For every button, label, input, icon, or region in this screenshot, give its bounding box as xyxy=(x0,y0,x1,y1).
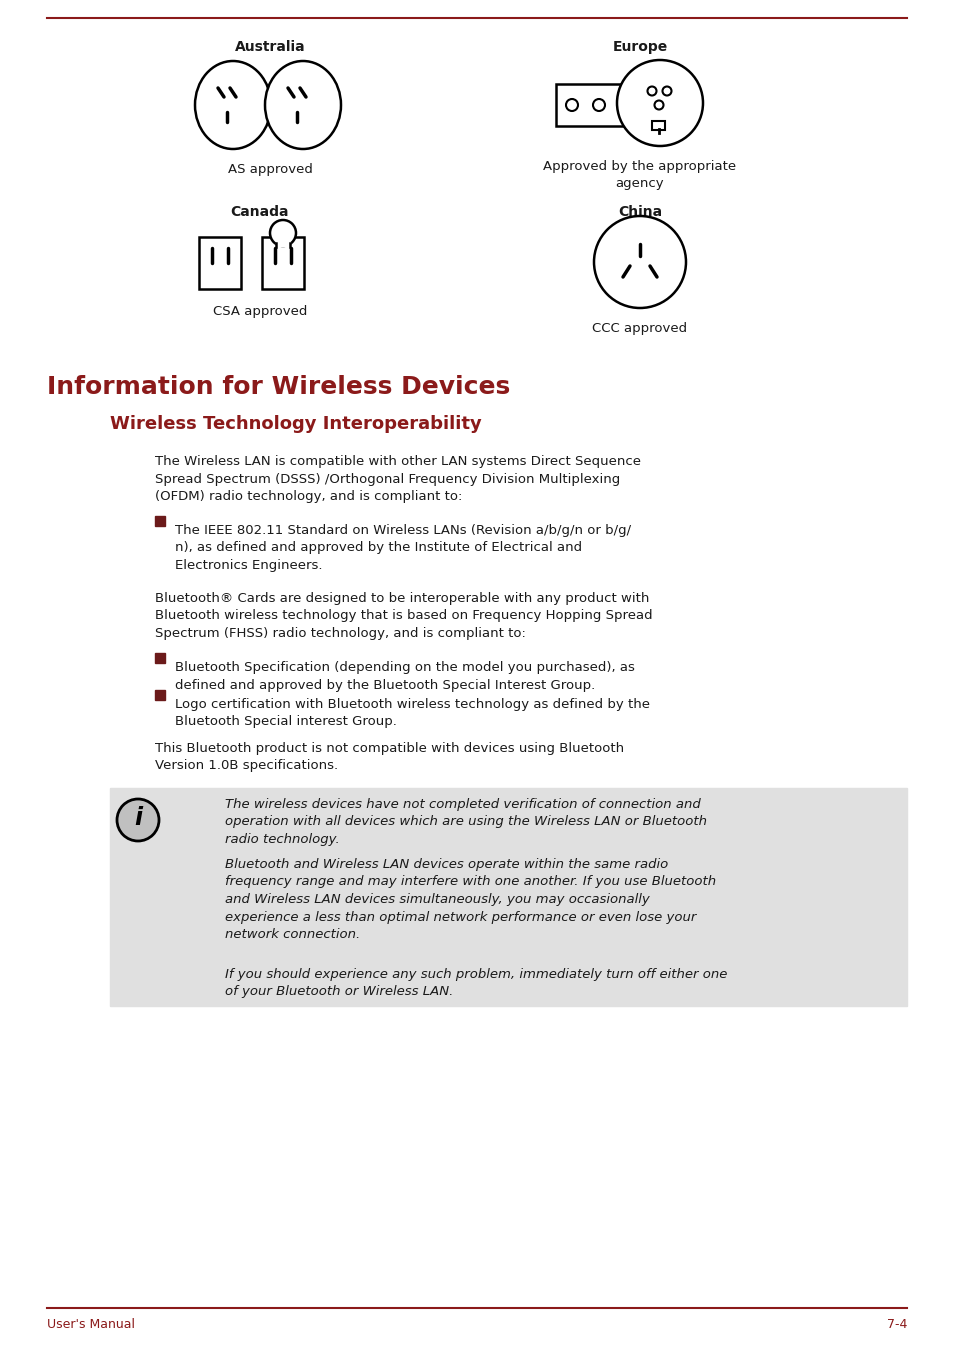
Text: Logo certification with Bluetooth wireless technology as defined by the
Bluetoot: Logo certification with Bluetooth wirele… xyxy=(174,698,649,729)
Text: Approved by the appropriate
agency: Approved by the appropriate agency xyxy=(543,160,736,190)
Text: China: China xyxy=(618,204,661,219)
Text: Australia: Australia xyxy=(234,40,305,54)
Bar xyxy=(110,788,906,1006)
Ellipse shape xyxy=(117,799,159,841)
Text: The Wireless LAN is compatible with other LAN systems Direct Sequence
Spread Spe: The Wireless LAN is compatible with othe… xyxy=(154,455,640,503)
Text: i: i xyxy=(133,806,142,830)
Ellipse shape xyxy=(594,217,685,308)
Ellipse shape xyxy=(270,221,295,246)
Text: The wireless devices have not completed verification of connection and
operation: The wireless devices have not completed … xyxy=(225,798,706,846)
Ellipse shape xyxy=(647,86,656,95)
Bar xyxy=(556,83,623,126)
Bar xyxy=(154,516,165,526)
Text: User's Manual: User's Manual xyxy=(47,1318,135,1332)
Ellipse shape xyxy=(265,61,340,149)
Ellipse shape xyxy=(565,100,578,112)
Ellipse shape xyxy=(654,101,662,109)
Bar xyxy=(652,121,665,129)
Text: Canada: Canada xyxy=(231,204,289,219)
Text: Wireless Technology Interoperability: Wireless Technology Interoperability xyxy=(110,416,481,433)
Text: Bluetooth Specification (depending on the model you purchased), as
defined and a: Bluetooth Specification (depending on th… xyxy=(174,660,634,691)
Ellipse shape xyxy=(194,61,271,149)
Bar xyxy=(154,654,165,663)
Text: 7-4: 7-4 xyxy=(885,1318,906,1332)
Text: CCC approved: CCC approved xyxy=(592,321,687,335)
Text: AS approved: AS approved xyxy=(228,163,313,176)
Polygon shape xyxy=(275,242,290,246)
Text: The IEEE 802.11 Standard on Wireless LANs (Revision a/b/g/n or b/g/
n), as defin: The IEEE 802.11 Standard on Wireless LAN… xyxy=(174,525,631,572)
Text: Information for Wireless Devices: Information for Wireless Devices xyxy=(47,375,510,399)
Text: Europe: Europe xyxy=(612,40,667,54)
Ellipse shape xyxy=(617,61,702,147)
Text: If you should experience any such problem, immediately turn off either one
of yo: If you should experience any such proble… xyxy=(225,968,726,998)
Ellipse shape xyxy=(661,86,671,95)
Bar xyxy=(199,237,241,289)
Text: This Bluetooth product is not compatible with devices using Bluetooth
Version 1.: This Bluetooth product is not compatible… xyxy=(154,742,623,772)
Ellipse shape xyxy=(593,100,604,112)
Text: Bluetooth and Wireless LAN devices operate within the same radio
frequency range: Bluetooth and Wireless LAN devices opera… xyxy=(225,858,716,942)
Text: CSA approved: CSA approved xyxy=(213,305,307,317)
Bar xyxy=(154,690,165,699)
Bar xyxy=(262,237,304,289)
Text: Bluetooth® Cards are designed to be interoperable with any product with
Bluetoot: Bluetooth® Cards are designed to be inte… xyxy=(154,592,652,640)
